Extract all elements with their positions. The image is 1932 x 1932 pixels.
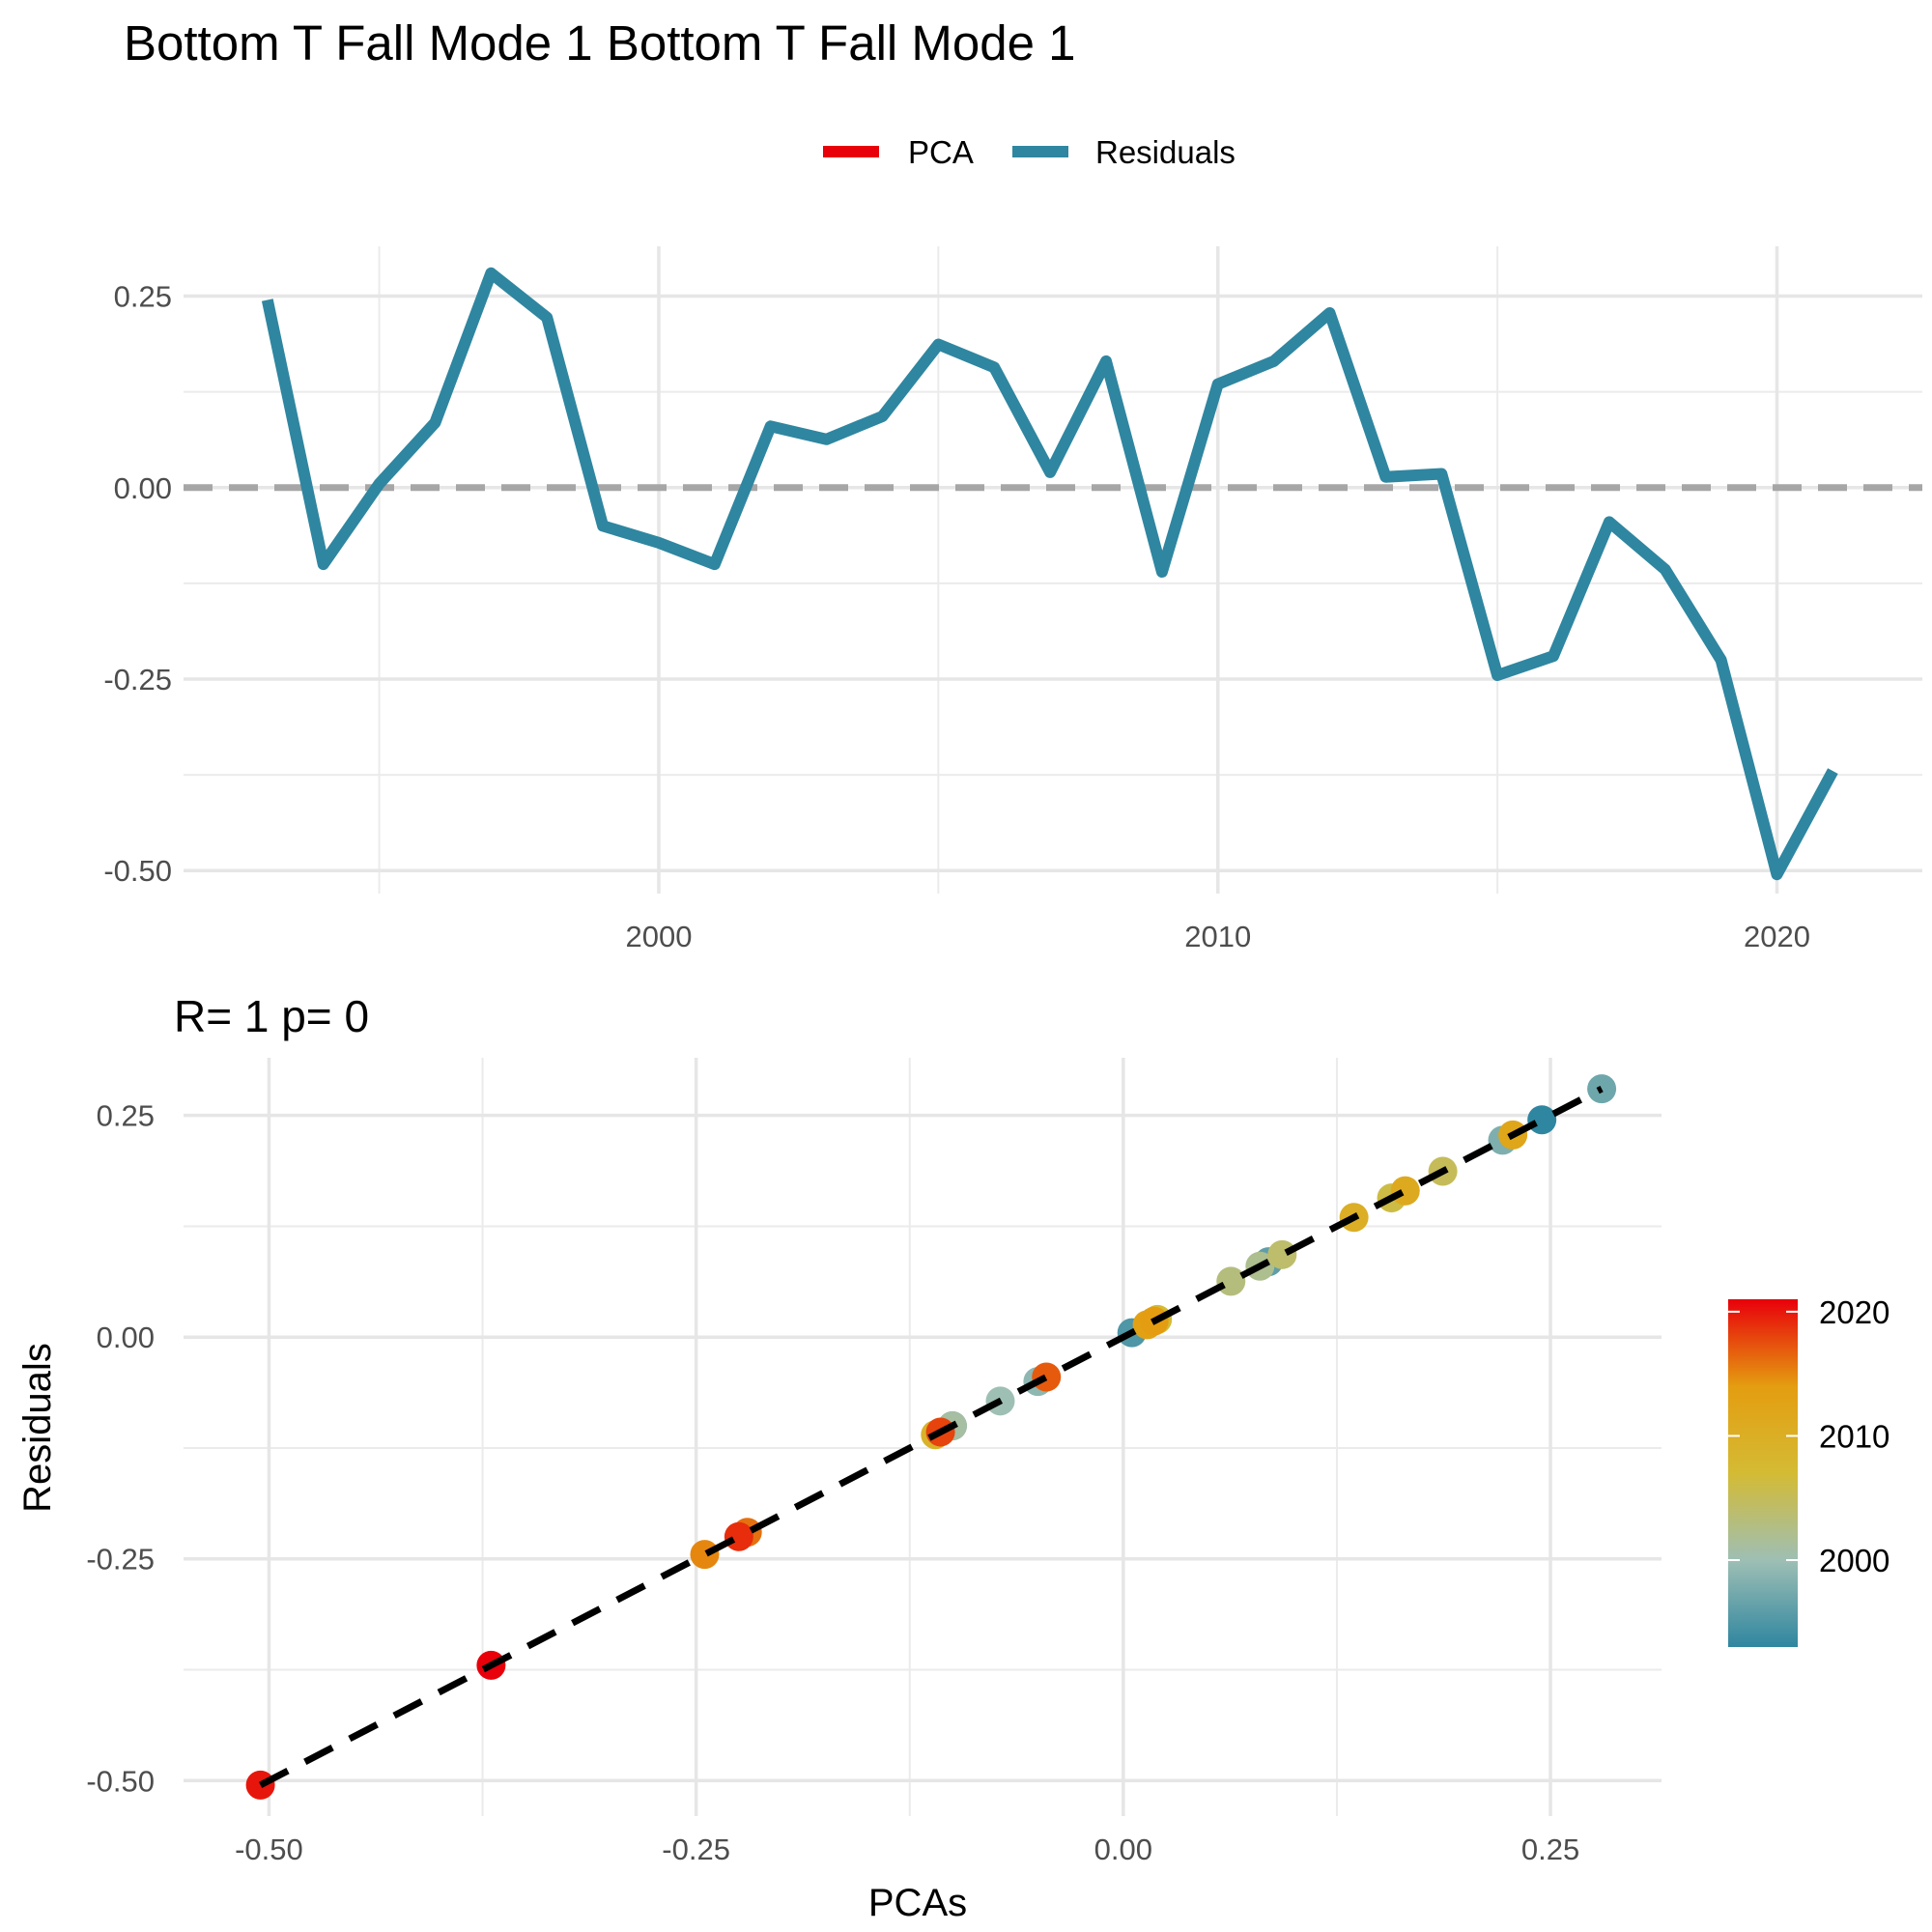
y-tick-label: 0.00 (114, 471, 172, 505)
scatter-point (1216, 1266, 1246, 1296)
top-series-layer (184, 267, 1922, 881)
y-tick-label: -0.25 (103, 663, 172, 696)
x-tick-label: 2010 (1184, 920, 1251, 953)
scatter-grid (184, 1058, 1662, 1816)
x-tick-label: 0.25 (1521, 1833, 1579, 1866)
top-axis-labels: 2000 2010 2020 0.25 0.00 -0.25 -0.50 (103, 280, 1810, 953)
x-tick-label: 0.00 (1094, 1833, 1152, 1866)
legend-label-residuals: Residuals (1095, 134, 1236, 170)
scatter-point (690, 1540, 720, 1570)
colorbar-tick-label: 2010 (1819, 1418, 1889, 1454)
colorbar-tick-label: 2020 (1819, 1294, 1889, 1330)
scatter-axis-labels: -0.50 -0.25 0.00 0.25 0.25 0.00 -0.25 -0.50 (86, 1099, 1579, 1866)
fit-line (258, 1086, 1604, 1788)
chart-title: Bottom T Fall Mode 1 Bottom T Fall Mode … (124, 15, 1076, 71)
scatter-point (724, 1521, 753, 1551)
y-tick-label: -0.50 (86, 1764, 155, 1798)
scatter-point (1267, 1239, 1297, 1269)
x-tick-label: -0.50 (235, 1833, 303, 1866)
y-tick-label: -0.25 (86, 1543, 155, 1577)
x-axis-title: PCAs (868, 1882, 967, 1924)
scatter-subtitle: R= 1 p= 0 (174, 991, 369, 1041)
y-tick-label: 0.25 (97, 1099, 155, 1133)
legend: PCA Residuals (823, 134, 1236, 170)
scatter-series-layer (245, 1074, 1617, 1800)
y-axis-title: Residuals (16, 1343, 59, 1513)
x-tick-label: -0.25 (662, 1833, 730, 1866)
residuals-line (261, 267, 1838, 881)
colorbar (1728, 1299, 1798, 1647)
x-tick-label: 2020 (1744, 920, 1810, 953)
scatter-point (1390, 1176, 1420, 1206)
x-tick-label: 2000 (625, 920, 692, 953)
colorbar-tick-label: 2000 (1819, 1543, 1889, 1578)
legend-label-pca: PCA (908, 134, 974, 170)
y-tick-label: 0.25 (114, 280, 172, 314)
y-tick-label: -0.50 (103, 854, 172, 888)
y-tick-label: 0.00 (97, 1321, 155, 1354)
colorbar-ticks: 2020 2010 2000 (1728, 1294, 1889, 1578)
